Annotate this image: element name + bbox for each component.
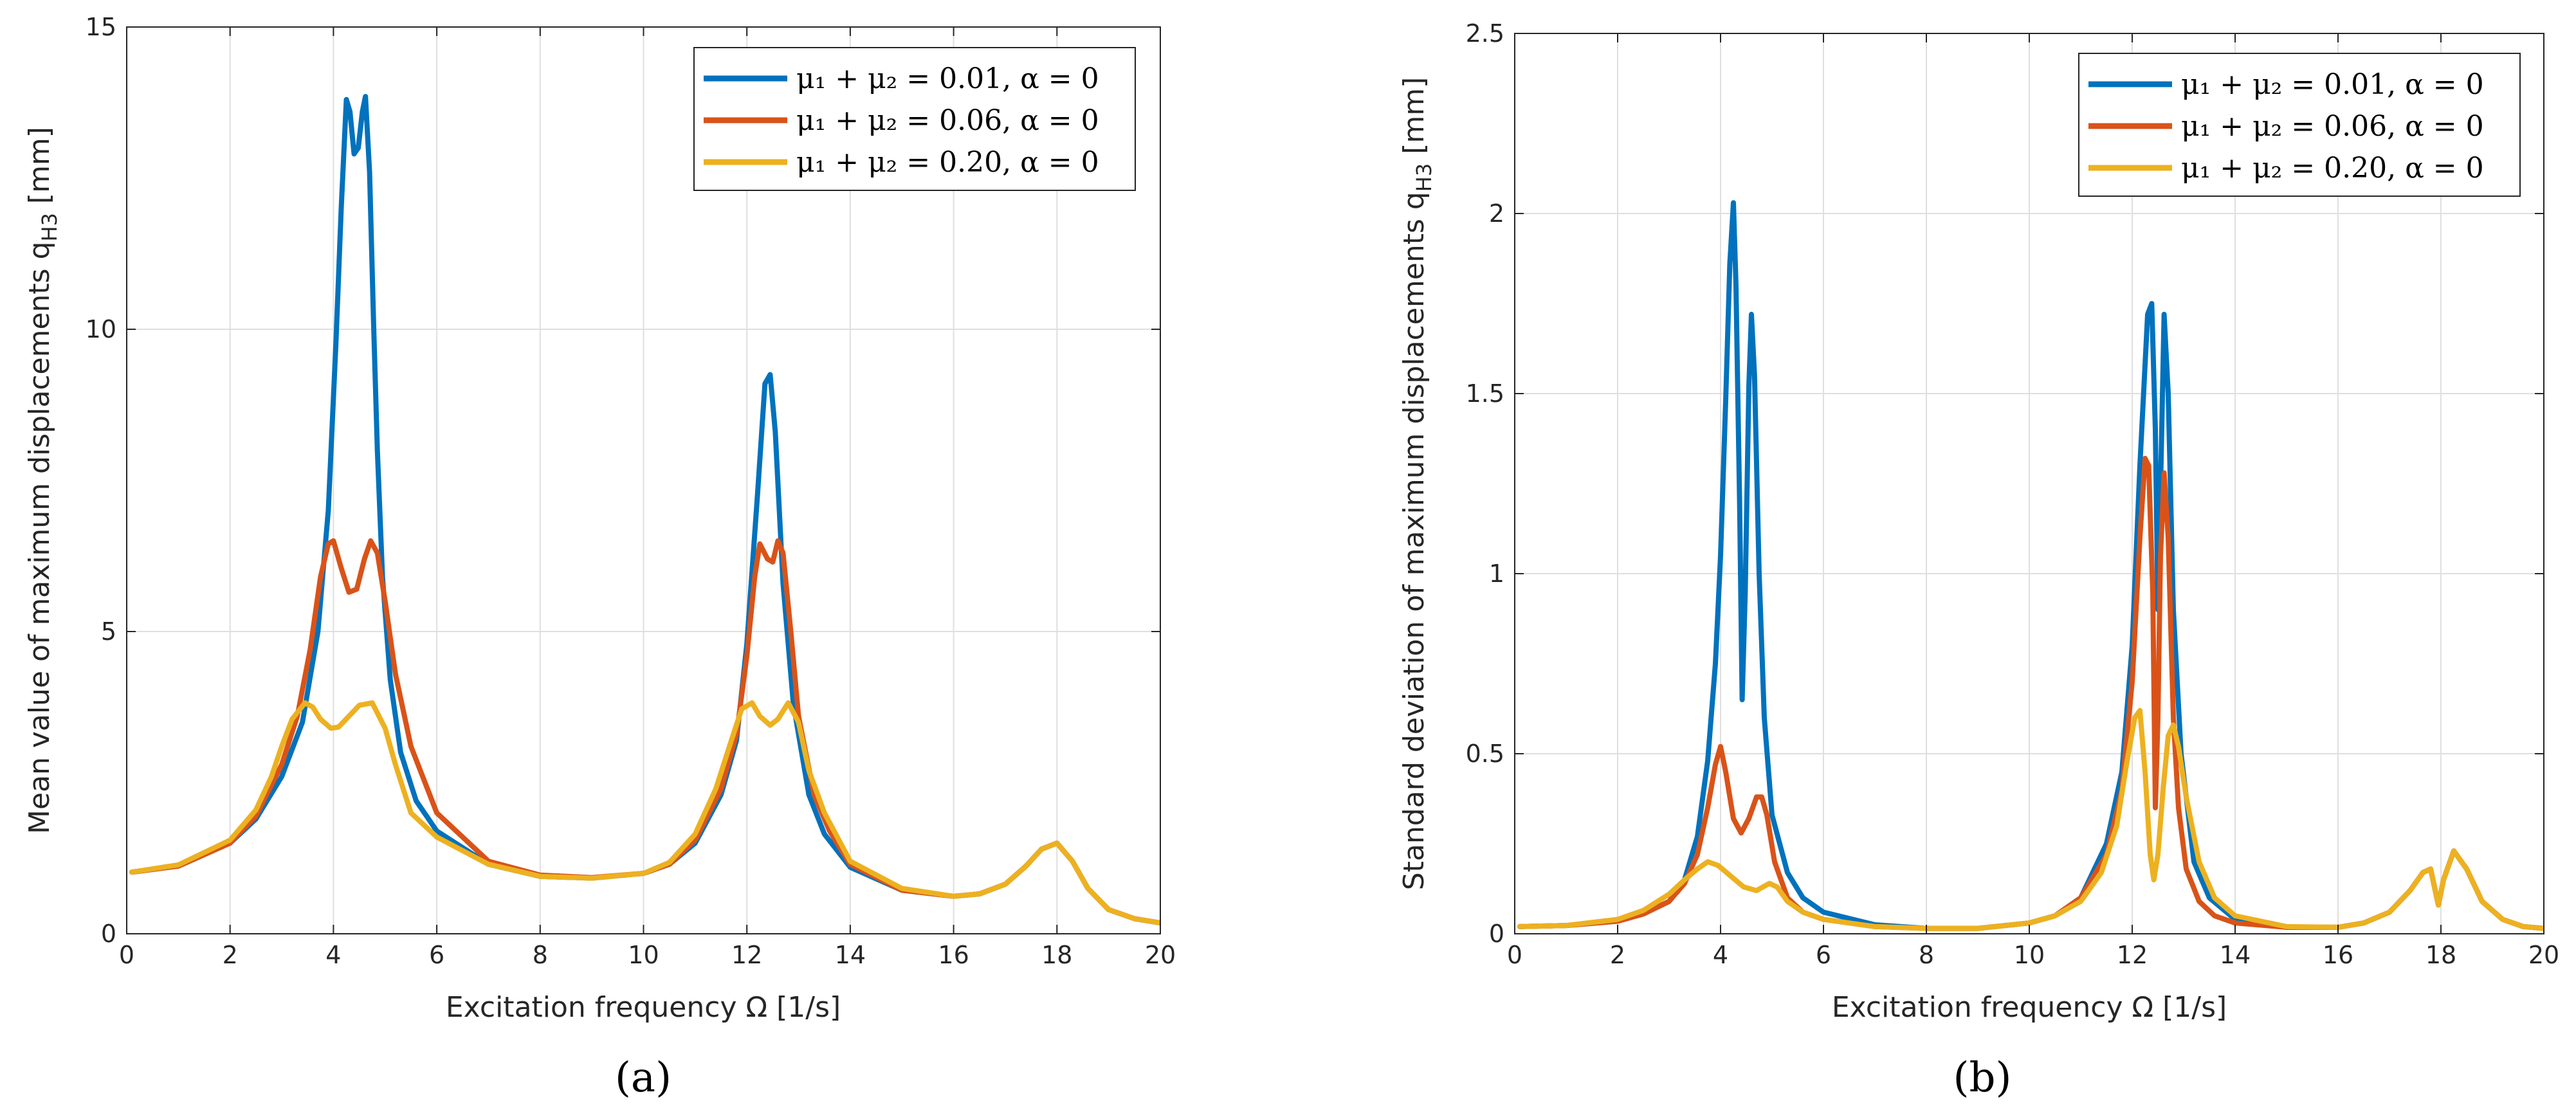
y-tick-label-a: 10	[86, 315, 116, 343]
x-tick-label-a: 4	[325, 941, 341, 969]
x-tick-label-b: 4	[1713, 941, 1728, 969]
y-axis-label-a: Mean value of maximum displacements qH3 …	[23, 127, 62, 834]
x-tick-label-b: 18	[2425, 941, 2456, 969]
y-axis-label-b-sub: H3	[1412, 163, 1436, 192]
y-tick-label-b: 0.5	[1466, 740, 1504, 768]
x-tick-label-a: 10	[628, 941, 659, 969]
y-tick-label-b: 0	[1489, 920, 1504, 948]
x-tick-label-b: 12	[2117, 941, 2148, 969]
legend-a: μ₁ + μ₂ = 0.01, α = 0 μ₁ + μ₂ = 0.06, α …	[693, 47, 1136, 191]
legend-label-b-0: μ₁ + μ₂ = 0.01, α = 0	[2181, 68, 2484, 101]
y-tick-label-a: 5	[101, 617, 116, 646]
x-tick-label-a: 14	[835, 941, 866, 969]
y-axis-label-a-sub: H3	[37, 213, 62, 241]
x-tick-label-b: 20	[2528, 941, 2559, 969]
y-tick-label-b: 1.5	[1466, 379, 1504, 408]
y-axis-label-a-unit: [mm]	[23, 127, 56, 213]
y-tick-label-b: 2	[1489, 199, 1504, 228]
x-tick-label-b: 2	[1610, 941, 1625, 969]
x-tick-label-a: 12	[731, 941, 762, 969]
y-axis-label-b-unit: [mm]	[1398, 77, 1430, 163]
series-group-b	[1517, 200, 2544, 931]
y-axis-label-b: Standard deviation of maximum displaceme…	[1398, 77, 1436, 891]
legend-label-b-1: μ₁ + μ₂ = 0.06, α = 0	[2181, 110, 2484, 143]
x-tick-label-b: 0	[1507, 941, 1522, 969]
legend-label-b-2: μ₁ + μ₂ = 0.20, α = 0	[2181, 152, 2484, 185]
y-axis-label-a-main: Mean value of maximum displacements q	[23, 241, 56, 834]
ticks-a: 0 2 4 6 8 10 12 14 16 18 20 0 5 10 15	[86, 13, 1176, 969]
x-tick-label-a: 20	[1145, 941, 1176, 969]
x-tick-label-b: 8	[1919, 941, 1934, 969]
x-tick-label-a: 18	[1041, 941, 1072, 969]
y-tick-label-a: 15	[86, 13, 116, 41]
y-tick-label-b: 2.5	[1466, 19, 1504, 48]
chart-panel-b: 0 2 4 6 8 10 12 14 16 18 20 0 0.5 1 1.5 2 2.5 Excitation…	[1398, 19, 2559, 1102]
x-tick-label-a: 2	[223, 941, 238, 969]
x-tick-label-b: 16	[2323, 941, 2353, 969]
series-line-b-yellow	[1517, 707, 2544, 931]
y-axis-label-b-main: Standard deviation of maximum displaceme…	[1398, 192, 1430, 890]
y-tick-label-a: 0	[101, 920, 116, 948]
x-axis-label-a: Excitation frequency Ω [1/s]	[446, 991, 841, 1024]
legend-label-a-1: μ₁ + μ₂ = 0.06, α = 0	[796, 104, 1099, 137]
x-tick-label-a: 16	[938, 941, 969, 969]
ticks-b: 0 2 4 6 8 10 12 14 16 18 20 0 0.5 1 1.5 2 2.5	[1466, 19, 2560, 969]
x-tick-label-a: 8	[533, 941, 548, 969]
x-tick-label-b: 14	[2220, 941, 2251, 969]
series-group-a	[129, 94, 1160, 926]
legend-label-a-0: μ₁ + μ₂ = 0.01, α = 0	[796, 62, 1099, 95]
legend-label-a-2: μ₁ + μ₂ = 0.20, α = 0	[796, 146, 1099, 179]
x-axis-label-b: Excitation frequency Ω [1/s]	[1832, 991, 2227, 1024]
x-tick-label-a: 6	[429, 941, 444, 969]
x-tick-label-b: 6	[1816, 941, 1831, 969]
y-tick-label-b: 1	[1489, 560, 1504, 588]
caption-a: (a)	[615, 1054, 671, 1102]
chart-panel-a: 0 2 4 6 8 10 12 14 16 18 20 0 5 10 15 Excitation frequ…	[23, 13, 1176, 1102]
legend-b: μ₁ + μ₂ = 0.01, α = 0 μ₁ + μ₂ = 0.06, α …	[2078, 53, 2521, 197]
caption-b: (b)	[1953, 1054, 2012, 1102]
x-tick-label-b: 10	[2014, 941, 2045, 969]
series-line-a-yellow	[129, 700, 1160, 926]
x-tick-label-a: 0	[119, 941, 134, 969]
